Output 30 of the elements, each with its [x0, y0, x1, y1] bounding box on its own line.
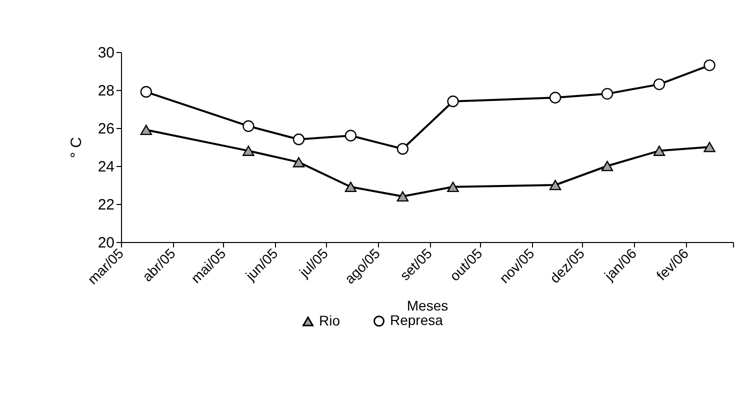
point [704, 59, 716, 72]
y-tick-label: 28 [98, 82, 114, 100]
point [653, 146, 666, 156]
y-tick-label: 30 [98, 44, 114, 62]
point [140, 86, 152, 98]
point [140, 124, 152, 136]
point [292, 134, 305, 146]
y-tick-label: 26 [98, 120, 114, 138]
x-axis-title: Meses [406, 297, 448, 314]
point [242, 146, 254, 156]
point [549, 180, 562, 190]
point [601, 88, 614, 100]
point [601, 160, 614, 172]
y-tick-label: 22 [98, 196, 114, 214]
point [292, 157, 305, 168]
point [344, 130, 357, 142]
point [242, 120, 254, 132]
point [344, 182, 357, 192]
point [549, 92, 562, 104]
point [447, 182, 459, 192]
point [653, 78, 666, 90]
legend-label: Represa [390, 312, 444, 328]
legend-label: Rio [319, 312, 340, 328]
point [704, 142, 716, 152]
y-tick-label: 24 [98, 158, 114, 176]
point [396, 191, 409, 202]
point [447, 96, 459, 108]
y-tick-label: 20 [98, 234, 114, 252]
point [396, 143, 409, 155]
y-axis-title: ° C [68, 136, 85, 158]
